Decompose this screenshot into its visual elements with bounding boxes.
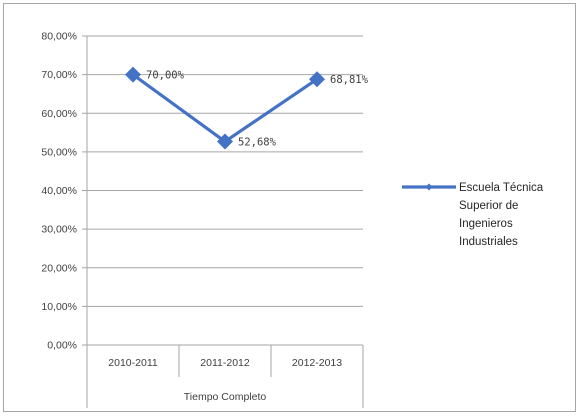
- data-point-marker: [125, 66, 141, 83]
- y-tick-label: 70,00%: [41, 69, 77, 81]
- y-tick-label: 0,00%: [47, 340, 77, 352]
- legend-label: Superior de: [459, 200, 518, 212]
- y-tick-label: 20,00%: [41, 262, 77, 274]
- series: [125, 66, 325, 150]
- data-point-marker: [309, 71, 325, 88]
- y-tick-label: 30,00%: [41, 224, 77, 236]
- series-line: [132, 73, 318, 144]
- y-axis-tick-labels: 0,00% 10,00% 20,00% 30,00% 40,00% 50,00% 60,00…: [41, 31, 77, 352]
- data-label: 70,00%: [146, 70, 185, 82]
- x-category-label: 2012-2013: [292, 357, 342, 369]
- x-axis-category-labels: 2010-2011 2011-2012 2012-2013 Tiempo Comple…: [108, 357, 342, 403]
- legend-label: Industriales: [459, 236, 518, 248]
- data-labels: 70,00% 52,68% 68,81%: [146, 70, 369, 149]
- data-point-marker: [217, 133, 233, 150]
- legend-label: Escuela Técnica: [459, 182, 544, 194]
- x-category-label: 2011-2012: [200, 357, 250, 369]
- y-tick-label: 10,00%: [41, 301, 77, 313]
- legend-label: Ingenieros: [459, 218, 513, 230]
- y-tick-label: 80,00%: [41, 31, 77, 43]
- legend: Escuela Técnica Superior de Ingenieros Indu…: [402, 182, 544, 248]
- data-label: 52,68%: [238, 137, 277, 149]
- x-group-label: Tiempo Completo: [184, 391, 267, 403]
- legend-swatch-marker: [425, 183, 433, 191]
- y-tick-label: 60,00%: [41, 108, 77, 120]
- y-tick-label: 50,00%: [41, 146, 77, 158]
- data-label: 68,81%: [330, 74, 369, 86]
- y-tick-label: 40,00%: [41, 185, 77, 197]
- chart-area: [3, 3, 576, 412]
- x-category-label: 2010-2011: [108, 357, 158, 369]
- axes: [82, 35, 364, 408]
